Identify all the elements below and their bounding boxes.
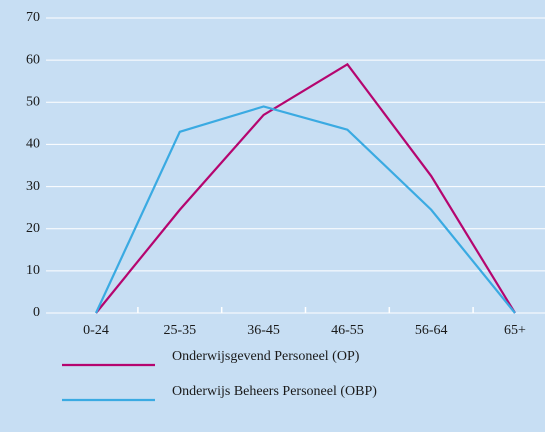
x-tick-label: 36-45: [247, 323, 280, 338]
x-tick-label: 65+: [504, 323, 526, 338]
y-tick-label: 30: [26, 179, 40, 194]
legend-label: Onderwijs Beheers Personeel (OBP): [172, 384, 377, 399]
y-tick-label: 40: [26, 137, 40, 152]
x-tick-label: 25-35: [163, 323, 196, 338]
y-tick-label: 10: [26, 263, 40, 278]
legend-label: Onderwijsgevend Personeel (OP): [172, 349, 360, 364]
series-line: [95, 62, 516, 314]
y-tick-label: 50: [26, 95, 40, 110]
y-tick-label: 20: [26, 221, 40, 236]
y-tick-label: 0: [33, 305, 40, 320]
x-tick-label: 56-64: [415, 323, 448, 338]
y-tick-label: 60: [26, 52, 40, 67]
y-tick-label: 70: [26, 10, 40, 25]
series-line: [95, 105, 516, 314]
x-tick-label: 46-55: [331, 323, 364, 338]
x-tick-label: 0-24: [83, 323, 109, 338]
